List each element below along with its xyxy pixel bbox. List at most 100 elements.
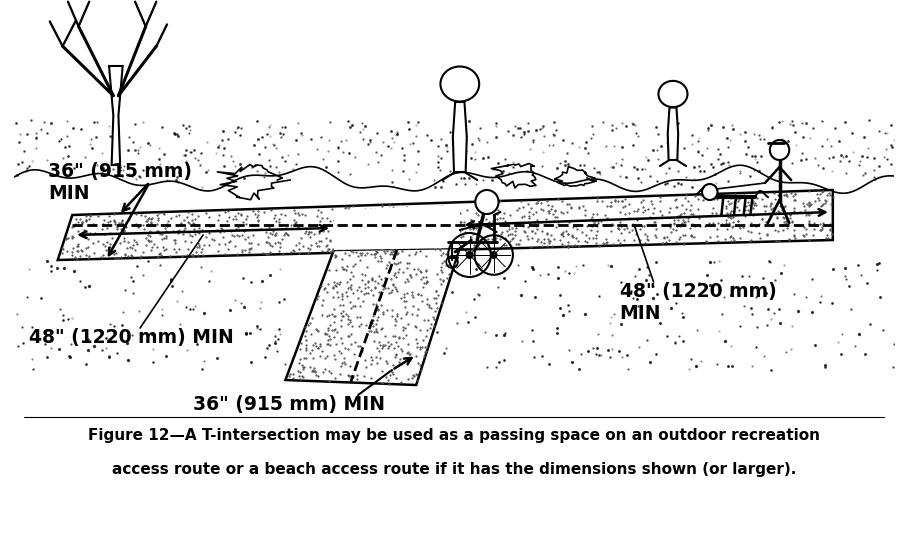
Point [131,223,145,232]
Point [662,207,676,216]
Point [325,282,340,291]
Point [755,215,770,224]
Point [231,222,245,231]
Point [229,230,243,239]
Point [169,212,183,221]
Point [432,242,447,251]
Point [747,210,762,219]
Point [685,220,699,229]
Point [337,249,351,257]
Point [384,288,399,296]
Point [716,221,730,229]
Point [786,204,801,213]
Point [580,238,595,247]
Point [450,223,465,232]
Point [702,218,716,227]
Point [580,222,595,230]
Point [399,310,413,318]
Point [351,294,366,302]
Point [419,331,433,340]
Point [751,229,765,238]
Point [409,370,423,378]
Point [419,343,434,352]
Point [349,216,363,224]
Point [534,241,548,250]
Point [493,235,508,244]
Point [434,258,449,267]
Point [340,284,355,293]
Point [54,244,69,252]
Point [192,229,206,238]
Polygon shape [667,107,678,160]
Point [717,235,732,244]
Point [321,377,336,386]
Point [108,217,123,226]
Point [460,219,475,228]
Point [515,213,529,222]
Point [393,294,408,302]
Point [95,219,110,228]
Point [814,226,828,234]
Point [366,300,380,309]
Point [380,359,394,368]
Point [429,287,443,295]
Point [329,217,343,226]
Point [433,280,448,289]
Point [79,244,94,252]
Point [444,262,459,271]
Point [742,201,756,210]
Point [286,370,301,379]
Point [156,246,171,255]
Point [452,227,467,235]
Point [256,207,271,216]
Point [251,207,265,216]
Point [396,292,410,301]
Point [345,202,360,211]
Point [804,208,818,217]
Circle shape [475,190,498,214]
Point [508,230,522,239]
Point [807,224,822,233]
Point [538,238,552,247]
Point [802,198,816,207]
Point [779,217,794,226]
Point [360,249,374,258]
Point [635,222,649,230]
Point [719,218,734,227]
Point [369,246,383,255]
Point [251,239,265,248]
Point [177,237,192,246]
Point [345,301,360,310]
Point [310,295,324,304]
Point [421,301,436,310]
Point [536,206,550,214]
Point [770,213,785,222]
Point [694,190,708,199]
Point [56,245,71,254]
Point [328,324,342,333]
Point [773,188,787,197]
Point [388,223,402,232]
Point [353,287,368,295]
Point [758,217,773,226]
Point [426,312,440,321]
Point [417,278,431,287]
Point [768,226,783,234]
Point [319,234,333,243]
Point [143,218,158,227]
Point [428,244,442,252]
Point [388,332,402,340]
Point [311,242,326,251]
Point [215,224,230,233]
Point [620,223,635,232]
Point [213,224,228,233]
Point [787,196,802,205]
Point [590,218,605,227]
Point [471,200,486,209]
Point [404,213,419,222]
Point [393,378,408,387]
Point [418,211,432,219]
Point [144,214,159,223]
Point [401,350,416,359]
Point [342,372,357,381]
